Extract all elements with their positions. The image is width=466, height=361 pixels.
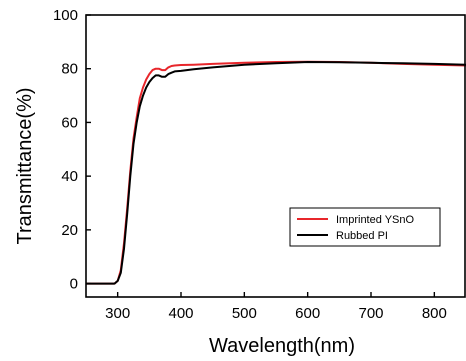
x-tick-label: 600 [295, 305, 320, 322]
plot-frame [85, 14, 466, 298]
y-axis-title: Transmittance(%) [14, 87, 36, 244]
y-tick-label: 0 [70, 276, 78, 293]
series-layer [86, 60, 466, 285]
series-line-rubbed-pi [86, 61, 466, 285]
x-tick-label: 700 [358, 305, 383, 322]
x-tick-label: 800 [422, 305, 447, 322]
legend-label-imprinted-ysno: Imprinted YSnO [336, 214, 415, 226]
x-tick-label: 300 [105, 305, 130, 322]
x-tick-label: 500 [232, 305, 257, 322]
y-tick-label: 100 [53, 7, 78, 24]
y-tick-label: 40 [61, 168, 78, 185]
x-axis-ticks: 300 400 500 600 700 800 [105, 292, 447, 322]
y-axis-ticks: 0 20 40 60 80 100 [53, 7, 91, 293]
y-tick-label: 20 [61, 222, 78, 239]
x-tick-label: 400 [168, 305, 193, 322]
y-tick-label: 60 [61, 114, 78, 131]
legend-label-rubbed-pi: Rubbed PI [336, 230, 388, 242]
x-axis-title: Wavelength(nm) [209, 335, 355, 357]
y-tick-label: 80 [61, 61, 78, 78]
legend-box [289, 207, 441, 247]
legend: Imprinted YSnO Rubbed PI [289, 207, 441, 247]
